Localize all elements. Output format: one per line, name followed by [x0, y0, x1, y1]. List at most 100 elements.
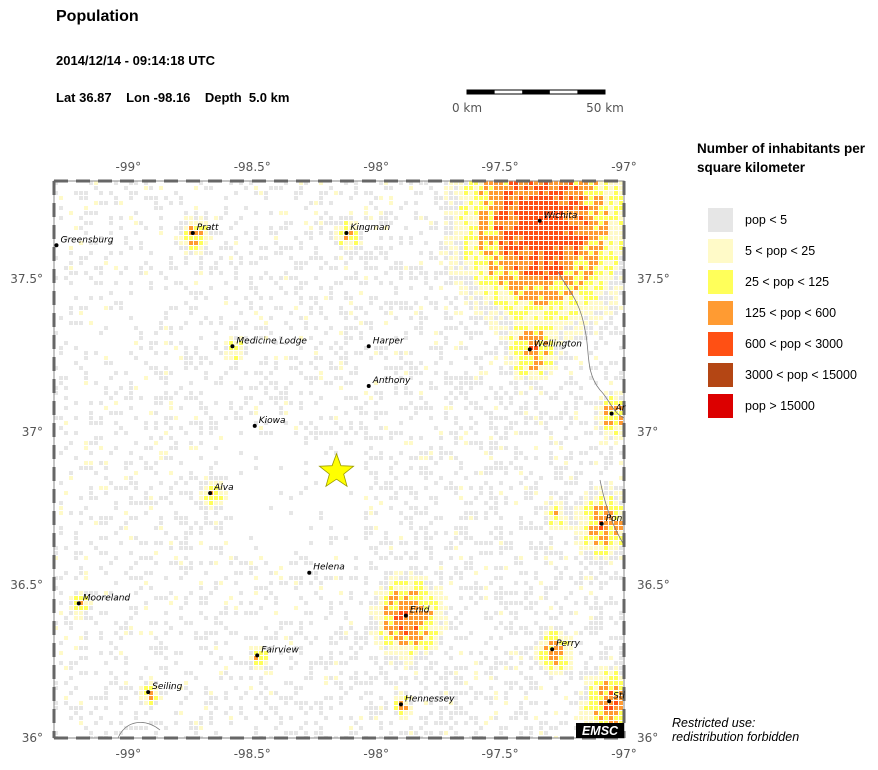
city-marker: Seiling [146, 682, 183, 695]
lat-tick-right: 36.5° [637, 578, 670, 592]
lat-tick-right: 37° [637, 425, 658, 439]
legend-label: pop < 5 [745, 212, 788, 227]
city-marker: Perry [550, 639, 580, 652]
city-marker: Harper [366, 336, 405, 349]
city-label: Seiling [152, 682, 182, 692]
legend-label: 600 < pop < 3000 [745, 336, 844, 351]
city-marker: Hennessey [398, 694, 455, 707]
lat-tick-right: 37.5° [637, 272, 670, 286]
lon-label: Lon -98.16 [126, 90, 191, 105]
lon-tick-top: -97° [611, 160, 637, 174]
scale-bar: 0 km 50 km [452, 89, 624, 115]
legend: pop < 5 5 < pop < 25 25 < pop < 125 125 < p… [708, 204, 857, 421]
city-dot [527, 347, 532, 352]
lon-tick-bottom: -97° [611, 747, 637, 761]
city-dot [255, 653, 260, 658]
city-marker: Wellington [527, 339, 582, 352]
emsc-logo: EMSC [582, 724, 619, 738]
usage-notice-line1: Restricted use: [672, 716, 756, 730]
legend-swatch [708, 269, 733, 294]
legend-title: Number of inhabitants per square kilomet… [697, 141, 866, 175]
lat-tick-left: 36.5° [10, 578, 43, 592]
city-label: Enid [410, 606, 430, 616]
city-dot [208, 491, 213, 496]
city-marker: Wichita [537, 211, 578, 223]
city-dot [307, 570, 312, 575]
legend-swatch [708, 331, 733, 356]
city-label: Wellington [534, 339, 582, 349]
city-marker: Kiowa [252, 416, 286, 428]
city-dot [146, 690, 151, 695]
city-marker: Greensburg [54, 235, 114, 248]
map-frame [53, 180, 625, 739]
legend-item: 125 < pop < 600 [708, 297, 857, 328]
city-dot [344, 231, 349, 236]
city-dot [54, 243, 59, 248]
scale-start-label: 0 km [452, 101, 482, 115]
city-marker: Helena [307, 563, 345, 575]
city-dot [252, 423, 257, 428]
lon-tick-bottom: -97.5° [482, 747, 519, 761]
city-dot [403, 613, 408, 618]
city-dot [366, 344, 371, 349]
legend-item: 3000 < pop < 15000 [708, 359, 857, 390]
city-dot [537, 218, 542, 223]
lon-tick-top: -97.5° [482, 160, 519, 174]
city-dot [599, 521, 604, 526]
legend-item: 25 < pop < 125 [708, 266, 857, 297]
legend-swatch [708, 362, 733, 387]
lat-label: Lat 36.87 [56, 90, 112, 105]
lon-tick-top: -99° [116, 160, 142, 174]
legend-label: pop > 15000 [745, 398, 815, 413]
legend-label: 25 < pop < 125 [745, 274, 830, 289]
legend-swatch [708, 207, 733, 232]
legend-label: 125 < pop < 600 [745, 305, 837, 320]
city-label: Hennessey [405, 694, 455, 704]
city-dot [607, 699, 612, 704]
legend-item: pop < 5 [708, 204, 857, 235]
legend-swatch [708, 393, 733, 418]
city-label: Medicine Lodge [236, 336, 307, 346]
lon-tick-top: -98° [363, 160, 389, 174]
city-marker: Fairview [255, 645, 299, 658]
lon-tick-bottom: -98.5° [234, 747, 271, 761]
event-location: Lat 36.87 Lon -98.16 Depth 5.0 km [56, 90, 289, 105]
axis-tick-labels: -99° -99° -98.5° -98.5° -98° -98° -97.5° -97.5°… [10, 160, 669, 761]
lon-tick-bottom: -99° [116, 747, 142, 761]
city-label: Pratt [197, 223, 219, 233]
city-marker: Mooreland [76, 593, 131, 606]
city-label: Wichita [544, 211, 578, 221]
legend-swatch [708, 300, 733, 325]
event-datetime: 2014/12/14 - 09:14:18 UTC [56, 53, 215, 68]
city-label: Ar [615, 404, 627, 414]
city-label: Alva [213, 483, 234, 493]
legend-item: 600 < pop < 3000 [708, 328, 857, 359]
legend-label: 3000 < pop < 15000 [745, 367, 857, 382]
city-dot [550, 647, 555, 652]
legend-label: 5 < pop < 25 [745, 243, 816, 258]
city-label: Pon [606, 514, 623, 524]
legend-item: pop > 15000 [708, 390, 857, 421]
city-label: Kingman [350, 223, 390, 233]
city-label: Perry [556, 639, 580, 649]
city-dot [366, 384, 371, 389]
legend-item: 5 < pop < 25 [708, 235, 857, 266]
city-label: Fairview [261, 645, 299, 655]
emsc-logo-bg [576, 723, 624, 738]
city-dot [230, 344, 235, 349]
city-dot [609, 411, 614, 416]
city-label: Helena [313, 563, 345, 573]
usage-notice-line2: redistribution forbidden [672, 730, 800, 744]
city-marker: Anthony [366, 376, 411, 389]
lat-tick-left: 37.5° [10, 272, 43, 286]
city-dot [76, 601, 81, 606]
city-marker: Sti [607, 691, 625, 704]
star-icon [318, 452, 355, 488]
city-marker: Kingman [344, 223, 391, 236]
city-label: Anthony [372, 376, 411, 386]
city-marker: Enid [403, 606, 430, 618]
lat-tick-left: 36° [22, 731, 43, 745]
city-label: Greensburg [60, 235, 113, 245]
lon-tick-top: -98.5° [234, 160, 271, 174]
map-frame-dashes [52, 179, 626, 740]
